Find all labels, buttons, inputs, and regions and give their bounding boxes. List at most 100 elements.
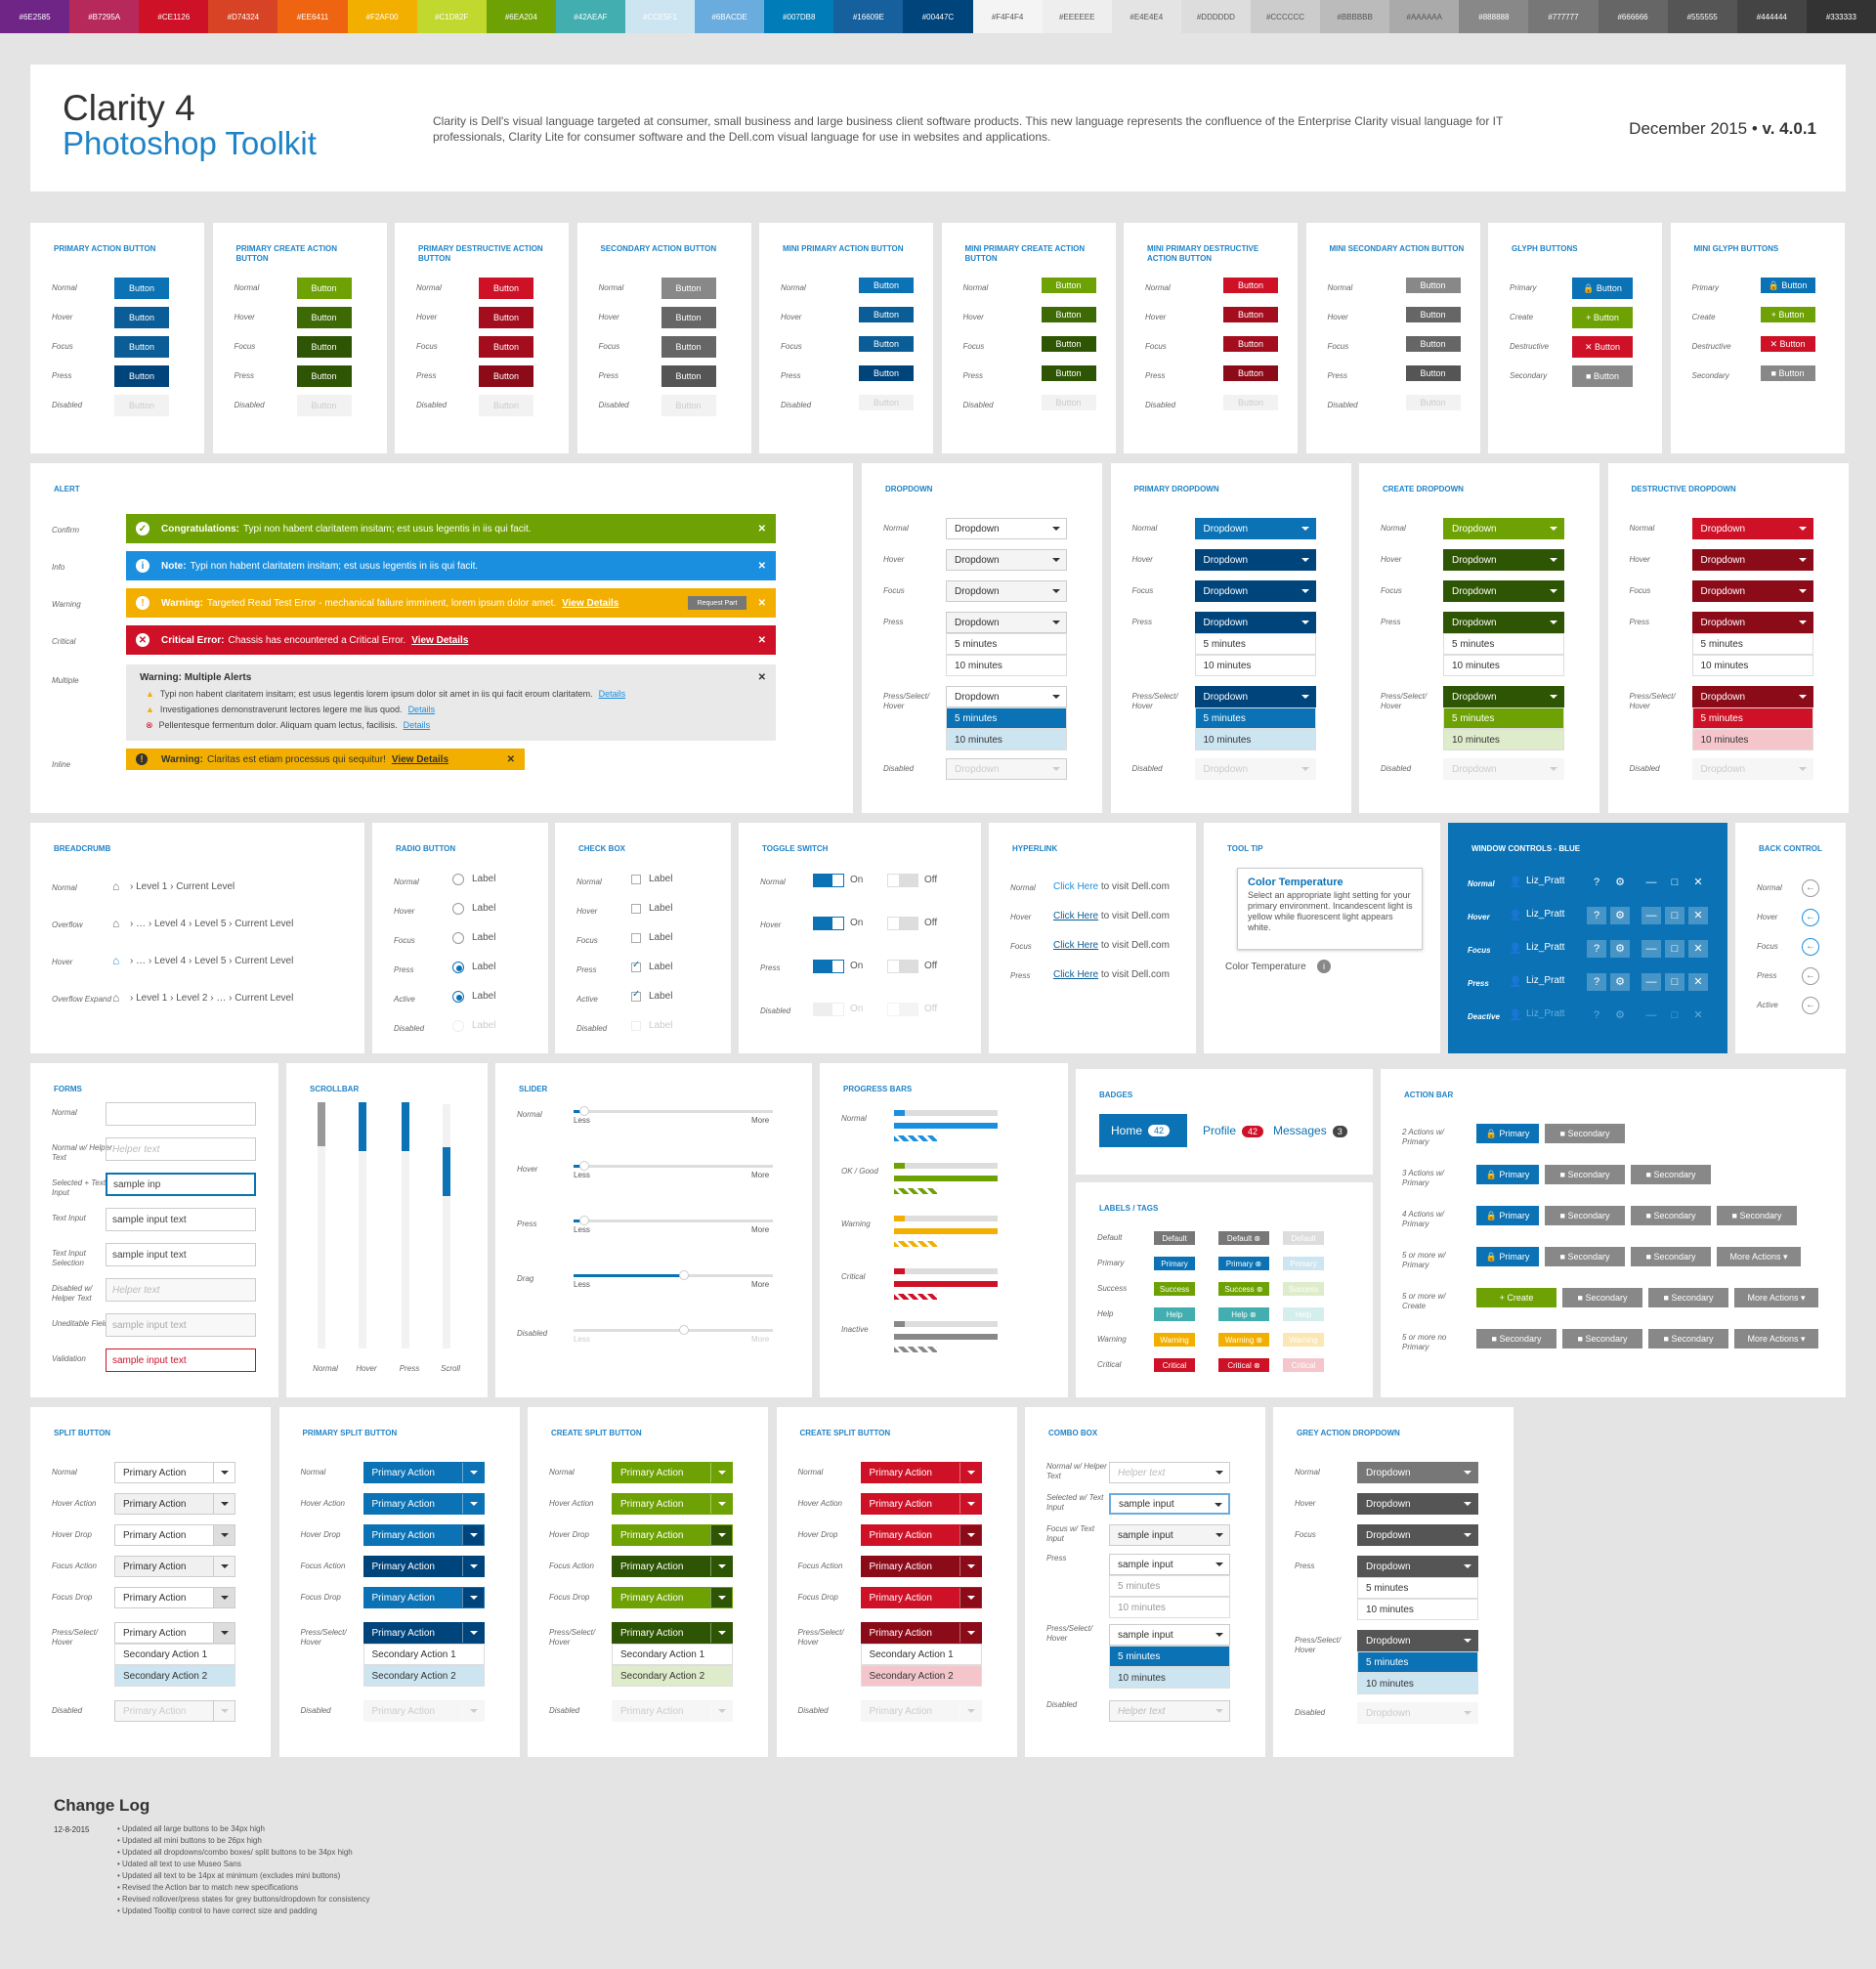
split-label[interactable]: Primary Action [123,1467,187,1478]
close-icon[interactable]: ✕ [1693,877,1703,888]
gear-icon[interactable]: ⚙ [1615,1009,1625,1021]
split-drop[interactable] [959,1494,981,1514]
button[interactable]: Button [1223,307,1278,322]
hyperlink-text[interactable]: Click Here [1053,911,1099,921]
back-arrow-icon[interactable]: ← [1802,997,1819,1014]
split-button[interactable]: Primary Action [362,1556,485,1577]
split-button[interactable]: Primary Action [114,1622,235,1644]
dropdown-option[interactable]: 5 minutes [1691,633,1813,655]
button[interactable]: Button [1041,365,1096,381]
home-icon[interactable]: ⌂ [112,991,120,1005]
help-icon[interactable]: ? [1593,877,1600,888]
action-bar-button[interactable]: ■ Secondary [1545,1165,1625,1184]
split-label[interactable]: Primary Action [869,1561,932,1572]
dropdown[interactable]: Dropdown [1443,758,1564,780]
split-label[interactable]: Primary Action [620,1592,684,1604]
glyph-button[interactable]: ✕ Button [1572,336,1633,358]
slider-handle[interactable] [579,1161,590,1171]
details-link[interactable]: Details [598,689,626,699]
button[interactable]: Button [661,365,716,387]
dropdown-option[interactable]: 10 minutes [946,655,1067,676]
button[interactable]: Button [479,307,533,328]
button[interactable]: Button [114,336,169,358]
scroll-track[interactable] [359,1104,366,1348]
grey-dropdown[interactable]: Dropdown [1357,1462,1478,1483]
split-option[interactable]: Secondary Action 1 [114,1644,235,1665]
user-name[interactable]: Liz_Pratt [1526,942,1565,953]
split-drop[interactable] [213,1463,234,1482]
action-bar-button[interactable]: ■ Secondary [1545,1247,1625,1266]
split-option[interactable]: Secondary Action 2 [362,1665,485,1687]
minimize-icon[interactable]: — [1642,940,1661,958]
combo-box[interactable]: sample input [1109,1554,1230,1575]
button[interactable]: Button [296,395,352,416]
back-arrow-icon[interactable]: ← [1802,879,1819,897]
tab-profile[interactable]: Profile 42 [1203,1124,1264,1137]
button[interactable]: Button [1223,395,1278,410]
dropdown-option[interactable]: 10 minutes [1194,729,1316,750]
split-label[interactable]: Primary Action [620,1627,684,1639]
split-label[interactable]: Primary Action [371,1705,435,1717]
slider-handle[interactable] [579,1106,590,1116]
button[interactable]: Button [661,336,716,358]
button[interactable]: Button [114,395,169,416]
split-button[interactable]: Primary Action [362,1524,485,1546]
checkbox[interactable] [631,1021,641,1031]
scroll-thumb[interactable] [443,1147,450,1196]
tag-removable[interactable]: Warning ⊗ [1218,1333,1269,1347]
checkbox[interactable] [631,992,641,1002]
button[interactable]: Button [661,307,716,328]
action-bar-button[interactable]: 🔒 Primary [1476,1206,1539,1225]
dropdown[interactable]: Dropdown [946,549,1067,571]
dropdown[interactable]: Dropdown [946,758,1067,780]
dropdown[interactable]: Dropdown [1443,518,1564,539]
details-link[interactable]: Details [407,705,436,714]
maximize-icon[interactable]: □ [1671,1009,1679,1021]
dropdown-option[interactable]: 5 minutes [946,633,1067,655]
button[interactable]: Button [1041,307,1096,322]
button[interactable]: Button [1223,336,1278,352]
checkbox[interactable] [631,904,641,914]
split-drop[interactable] [959,1557,981,1576]
button[interactable]: Button [1405,365,1461,381]
radio-button[interactable] [452,874,464,885]
split-button[interactable]: Primary Action [612,1556,733,1577]
dropdown[interactable]: Dropdown [1194,518,1316,539]
glyph-button[interactable]: ✕ Button [1760,336,1815,352]
split-drop[interactable] [710,1463,732,1482]
split-drop[interactable] [710,1557,732,1576]
radio-button[interactable] [452,932,464,944]
action-bar-button[interactable]: 🔒 Primary [1476,1124,1539,1143]
hyperlink[interactable]: Click Here to visit Dell.com [1053,911,1170,921]
checkbox[interactable] [631,875,641,884]
maximize-icon[interactable]: □ [1665,973,1684,991]
grey-dropdown[interactable]: Dropdown [1357,1524,1478,1546]
button[interactable]: Button [1041,336,1096,352]
button[interactable]: Button [859,336,914,352]
dropdown[interactable]: Dropdown [1194,612,1316,633]
glyph-button[interactable]: + Button [1760,307,1815,322]
breadcrumb-path[interactable]: › Level 1 › Level 2 › … › Current Level [130,993,294,1004]
dropdown[interactable]: Dropdown [1194,758,1316,780]
split-option[interactable]: Secondary Action 1 [860,1644,982,1665]
dropdown[interactable]: Dropdown [1443,580,1564,602]
gear-icon[interactable]: ⚙ [1610,907,1630,924]
slider-track[interactable] [574,1110,773,1113]
dropdown-option[interactable]: 5 minutes [1443,707,1564,729]
split-label[interactable]: Primary Action [869,1627,932,1639]
grey-dropdown[interactable]: Dropdown [1357,1702,1478,1724]
split-option[interactable]: Secondary Action 2 [612,1665,733,1687]
split-drop[interactable] [959,1701,981,1721]
button[interactable]: Button [1223,365,1278,381]
split-label[interactable]: Primary Action [123,1627,187,1639]
checkbox[interactable] [631,933,641,943]
combo-box[interactable]: Helper text [1109,1462,1230,1483]
home-icon[interactable]: ⌂ [112,954,120,967]
details-link[interactable]: Details [403,720,431,730]
scroll-track[interactable] [443,1104,450,1348]
split-button[interactable]: Primary Action [362,1587,485,1608]
split-button[interactable]: Primary Action [612,1622,733,1644]
scroll-track[interactable] [402,1104,409,1348]
button[interactable]: Button [479,395,533,416]
button[interactable]: Button [1405,336,1461,352]
